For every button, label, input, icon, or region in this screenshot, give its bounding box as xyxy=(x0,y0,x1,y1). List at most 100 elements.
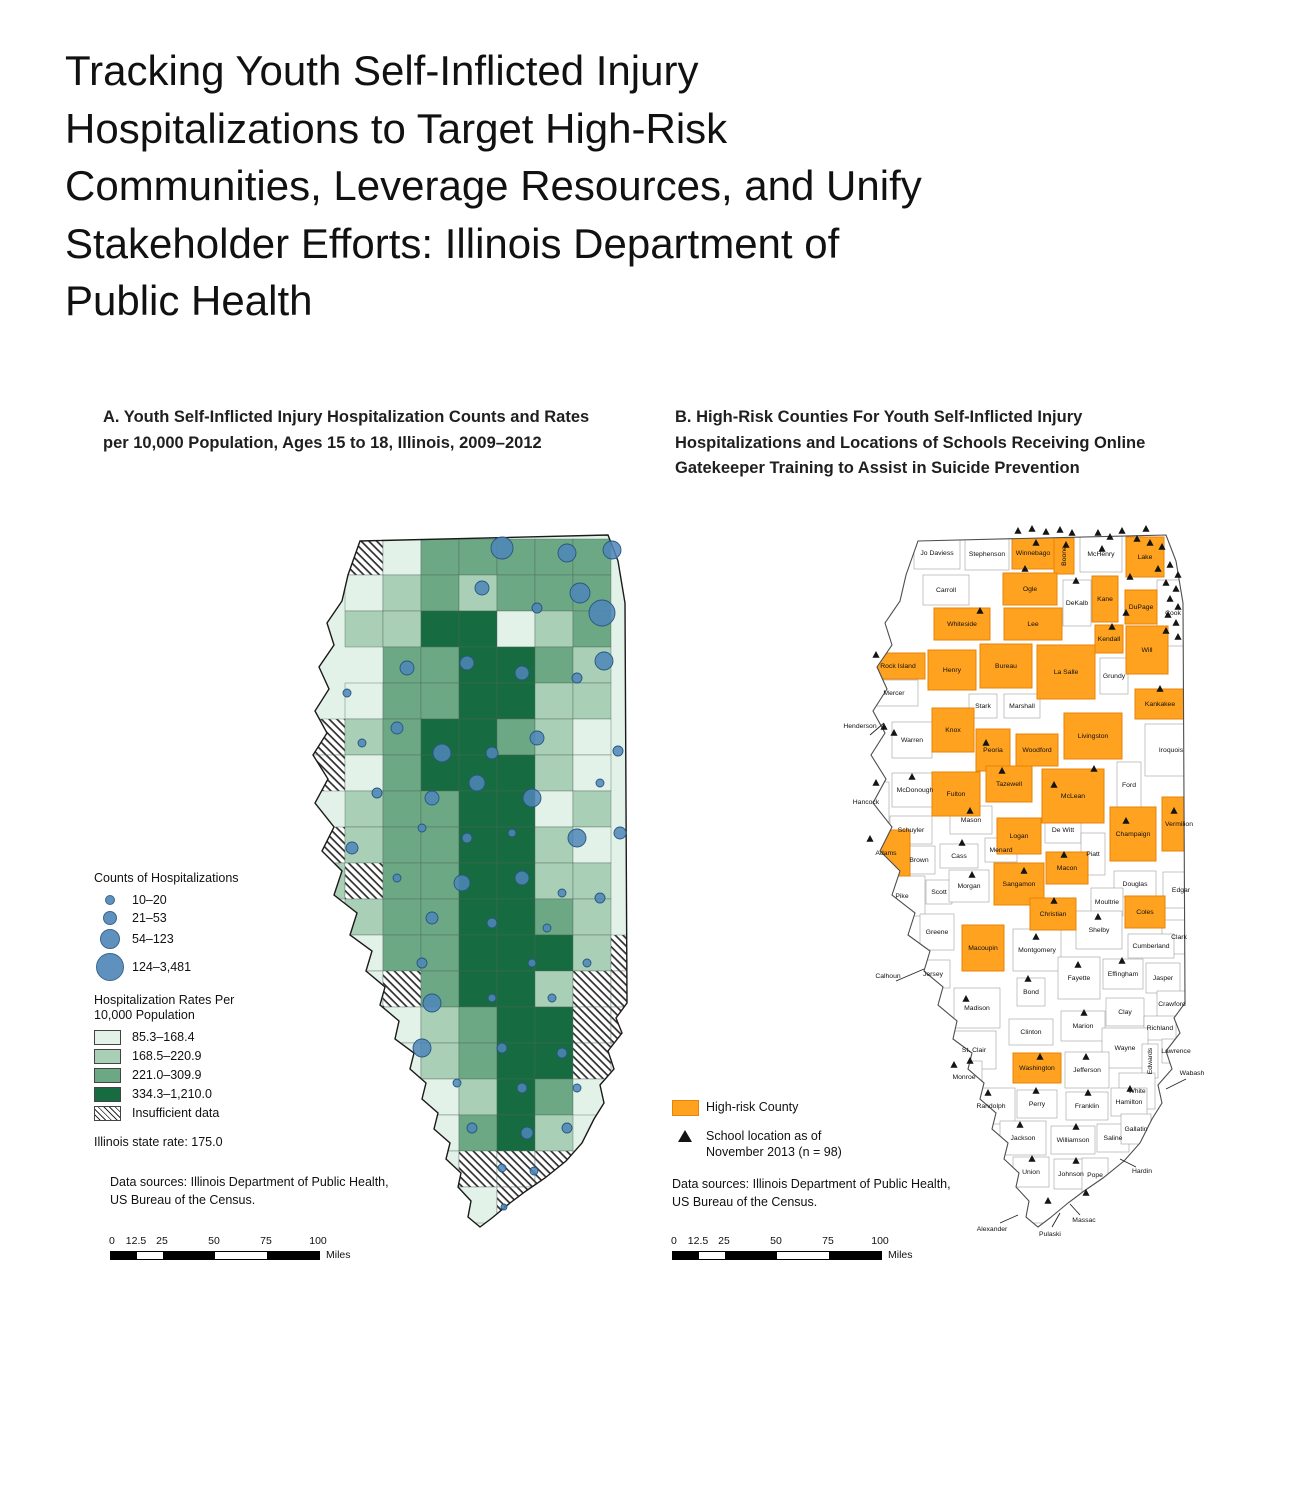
scale-tick: 50 xyxy=(770,1235,782,1247)
high-risk-legend-label: High-risk County xyxy=(706,1100,799,1114)
state-outline xyxy=(312,534,628,1228)
svg-text:Marion: Marion xyxy=(1073,1023,1094,1030)
svg-text:Pike: Pike xyxy=(895,893,908,900)
svg-text:La Salle: La Salle xyxy=(1054,669,1079,676)
scale-tick: 75 xyxy=(822,1235,834,1247)
count-legend-label: 124–3,481 xyxy=(132,959,192,974)
panel-a-map-area: Counts of Hospitalizations 10–20 21–53 5… xyxy=(94,523,686,1263)
count-dot-wrap xyxy=(94,910,126,925)
svg-text:Rock Island: Rock Island xyxy=(880,663,916,670)
rate-swatch xyxy=(94,1029,121,1045)
svg-text:Logan: Logan xyxy=(1010,833,1029,840)
svg-text:Lee: Lee xyxy=(1027,621,1039,628)
svg-text:Kankakee: Kankakee xyxy=(1145,701,1175,708)
count-dot-wrap xyxy=(94,894,126,905)
svg-text:Douglas: Douglas xyxy=(1123,881,1149,888)
svg-text:Adams: Adams xyxy=(875,850,897,857)
count-dot xyxy=(100,928,120,949)
svg-text:Jersey: Jersey xyxy=(923,971,944,978)
svg-text:Jefferson: Jefferson xyxy=(1073,1067,1101,1074)
rate-legend-item: 221.0–309.9 xyxy=(94,1067,294,1083)
count-legend-item: 124–3,481 xyxy=(94,952,294,981)
scale-bar-segments xyxy=(672,1250,882,1260)
svg-text:Greene: Greene xyxy=(926,929,949,936)
svg-text:Alexander: Alexander xyxy=(977,1226,1008,1233)
svg-text:Peoria: Peoria xyxy=(983,747,1003,754)
svg-text:Champaign: Champaign xyxy=(1116,831,1151,838)
school-markers xyxy=(866,525,1182,1204)
count-dot xyxy=(105,894,115,905)
panel-a-title: A. Youth Self-Inflicted Injury Hospitali… xyxy=(103,408,590,452)
count-legend-label: 21–53 xyxy=(132,910,167,925)
scale-unit: Miles xyxy=(326,1249,351,1261)
data-sources-b: Data sources: Illinois Department of Pub… xyxy=(672,1177,951,1210)
svg-text:DeKalb: DeKalb xyxy=(1066,600,1089,607)
rate-swatch xyxy=(94,1048,121,1064)
scale-bar-segments xyxy=(110,1250,320,1260)
svg-text:Knox: Knox xyxy=(945,727,961,734)
svg-text:Will: Will xyxy=(1142,647,1153,654)
svg-text:Kendall: Kendall xyxy=(1098,636,1121,643)
svg-text:Massac: Massac xyxy=(1072,1217,1096,1224)
svg-text:Moultrie: Moultrie xyxy=(1095,899,1119,906)
svg-text:Monroe: Monroe xyxy=(952,1074,975,1081)
data-sources-a: Data sources: Illinois Department of Pub… xyxy=(110,1175,389,1208)
illinois-high-risk-county-map: Jo Daviess Stephenson Winnebago Boone McHenr… xyxy=(843,525,1205,1238)
svg-text:Cumberland: Cumberland xyxy=(1132,943,1169,950)
scale-tick: 25 xyxy=(718,1235,730,1247)
svg-text:Jackson: Jackson xyxy=(1011,1135,1036,1142)
svg-text:Sangamon: Sangamon xyxy=(1003,881,1036,888)
svg-text:Grundy: Grundy xyxy=(1103,673,1126,680)
scale-unit: Miles xyxy=(888,1249,913,1261)
svg-text:Warren: Warren xyxy=(901,737,923,744)
svg-text:Shelby: Shelby xyxy=(1089,927,1110,934)
svg-text:Clark: Clark xyxy=(1171,934,1187,941)
svg-text:Carroll: Carroll xyxy=(936,587,957,594)
county-mosaic xyxy=(313,538,627,1224)
scale-tick: 100 xyxy=(309,1235,327,1247)
map-b-legend: High-risk County School location as of N… xyxy=(672,1099,882,1173)
svg-text:Christian: Christian xyxy=(1040,911,1067,918)
count-dot xyxy=(96,952,124,981)
count-legend-label: 54–123 xyxy=(132,931,174,946)
rate-legend-item: 334.3–1,210.0 xyxy=(94,1086,294,1102)
svg-text:Henderson: Henderson xyxy=(843,723,876,730)
svg-text:Tazewell: Tazewell xyxy=(996,781,1023,788)
svg-text:Cass: Cass xyxy=(951,853,967,860)
svg-text:Williamson: Williamson xyxy=(1057,1137,1090,1144)
svg-text:Marshall: Marshall xyxy=(1009,703,1035,710)
svg-text:Edgar: Edgar xyxy=(1172,887,1191,894)
svg-text:Ford: Ford xyxy=(1122,782,1136,789)
rates-legend-heading: Hospitalization Rates Per 10,000 Populat… xyxy=(94,992,235,1023)
svg-text:Hardin: Hardin xyxy=(1132,1168,1152,1175)
svg-text:McHenry: McHenry xyxy=(1087,551,1115,558)
svg-text:Perry: Perry xyxy=(1029,1101,1046,1108)
rate-legend-label: Insufficient data xyxy=(132,1106,220,1121)
svg-text:Henry: Henry xyxy=(943,667,962,674)
scale-tick: 0 xyxy=(109,1235,115,1247)
rate-swatch xyxy=(94,1067,121,1083)
scale-tick: 12.5 xyxy=(687,1235,709,1247)
svg-text:Effingham: Effingham xyxy=(1108,971,1139,978)
map-a-legend: Counts of Hospitalizations 10–20 21–53 5… xyxy=(94,871,294,1149)
svg-text:Wayne: Wayne xyxy=(1115,1045,1136,1052)
scale-tick: 50 xyxy=(208,1235,220,1247)
panel-b-map-area: Jo Daviess Stephenson Winnebago Boone McHenr… xyxy=(671,523,1258,1263)
svg-text:Bureau: Bureau xyxy=(995,663,1017,670)
rate-legend-item: 85.3–168.4 xyxy=(94,1029,294,1045)
svg-text:Washington: Washington xyxy=(1019,1065,1055,1072)
svg-text:Winnebago: Winnebago xyxy=(1016,550,1051,557)
count-dot-wrap xyxy=(94,952,126,981)
svg-text:Clinton: Clinton xyxy=(1020,1029,1041,1036)
svg-text:Brown: Brown xyxy=(909,857,928,864)
svg-text:Stark: Stark xyxy=(975,703,991,710)
svg-text:Hamilton: Hamilton xyxy=(1116,1099,1143,1106)
svg-text:St. Clair: St. Clair xyxy=(962,1047,987,1054)
svg-text:Lawrence: Lawrence xyxy=(1161,1048,1191,1055)
rate-legend-item: 168.5–220.9 xyxy=(94,1048,294,1064)
svg-text:Fayette: Fayette xyxy=(1068,975,1091,982)
scale-tick: 75 xyxy=(260,1235,272,1247)
state-outline xyxy=(870,534,1186,1228)
svg-text:Crawford: Crawford xyxy=(1158,1001,1186,1008)
svg-text:Saline: Saline xyxy=(1104,1135,1123,1142)
